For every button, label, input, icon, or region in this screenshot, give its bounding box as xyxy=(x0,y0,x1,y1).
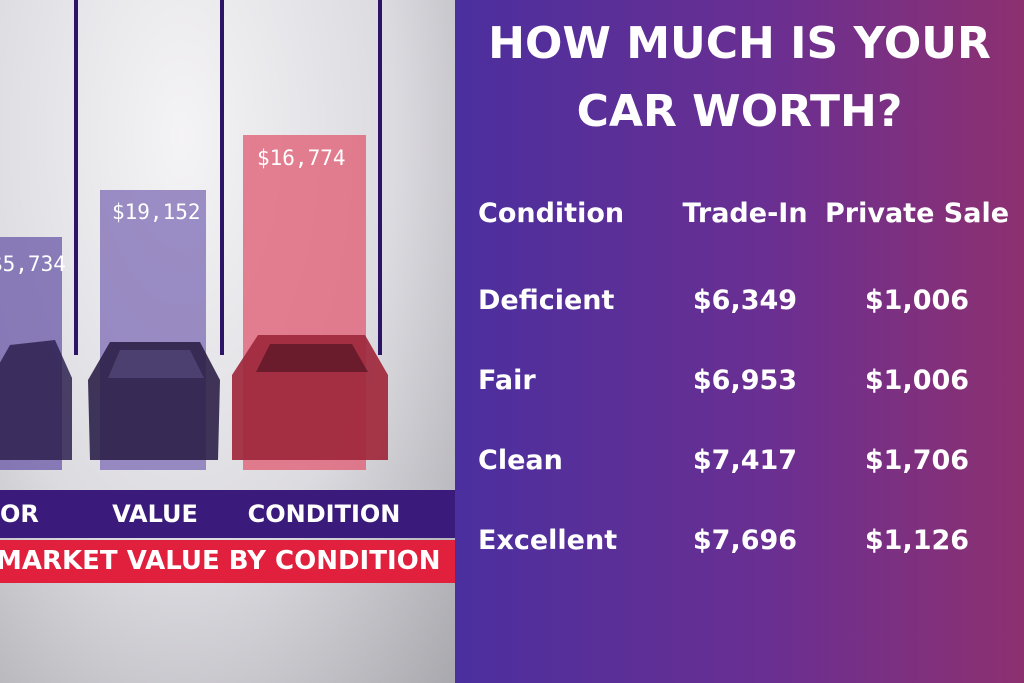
title: HOW MUCH IS YOUR xyxy=(488,18,991,69)
table-header: Condition xyxy=(478,198,625,229)
table-cell: $1,706 xyxy=(864,445,970,476)
car xyxy=(0,335,388,460)
table-cell: $6,349 xyxy=(692,285,798,316)
title: CAR WORTH? xyxy=(576,86,903,137)
table-cell: $1,006 xyxy=(864,285,970,316)
table-header: Private Sale xyxy=(824,198,1010,229)
bar-label: CONDITION xyxy=(247,500,401,528)
table-cell: Clean xyxy=(478,445,563,476)
bar-label: VALUE xyxy=(112,500,198,528)
table-cell: $7,696 xyxy=(692,525,798,556)
table-cell: $1,126 xyxy=(864,525,970,556)
table-panel: HOW MUCH IS YOUR CAR WORTH? Condition Tra… xyxy=(455,0,1024,683)
banner xyxy=(0,540,455,583)
bar-panel: $5,734 $19,152 $16,774 OR VALUE CONDITIO… xyxy=(0,0,455,683)
banner-text: MARKET VALUE BY CONDITION xyxy=(0,546,441,576)
label-band xyxy=(0,490,455,538)
table-cell: $7,417 xyxy=(692,445,798,476)
table-cell: $6,953 xyxy=(692,365,798,396)
table-cell: Deficient xyxy=(478,285,615,316)
bar-amount: $16,774 xyxy=(257,146,346,170)
bar-label: OR xyxy=(0,500,39,528)
bar-amount: $5,734 xyxy=(0,252,66,276)
bar-amount: $19,152 xyxy=(112,200,201,224)
table-cell: Fair xyxy=(478,365,536,396)
table-cell: Excellent xyxy=(478,525,618,556)
table-header: Trade-In xyxy=(682,198,808,229)
table-cell: $1,006 xyxy=(864,365,970,396)
decor xyxy=(0,0,388,470)
